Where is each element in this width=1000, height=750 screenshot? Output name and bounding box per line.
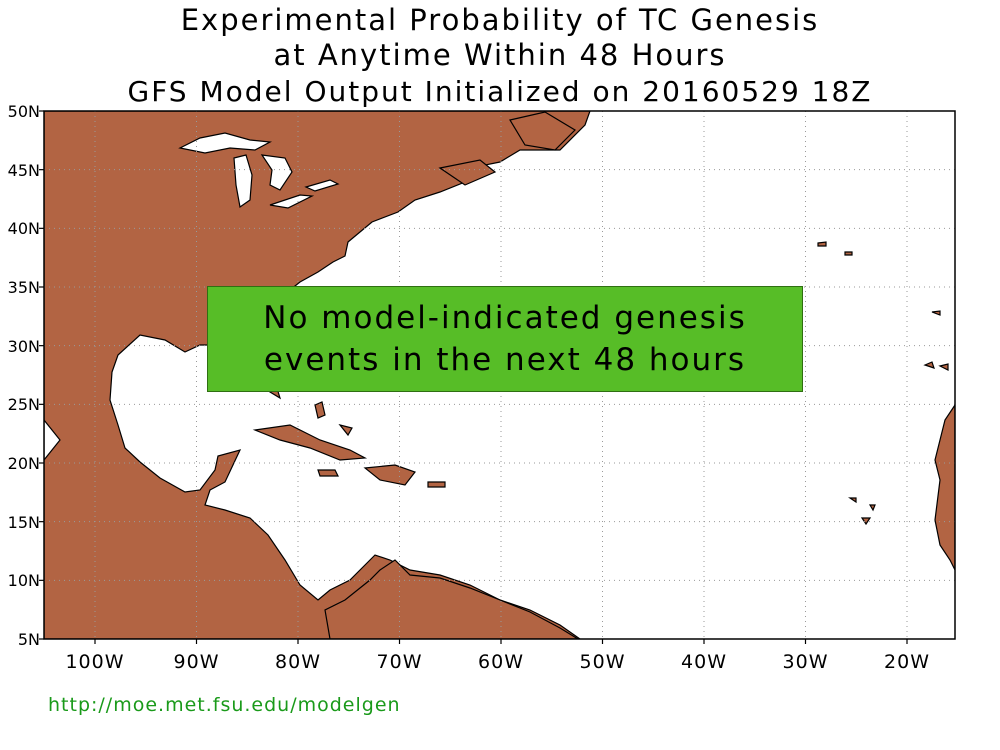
cape-verde (848, 497, 876, 526)
nova-scotia (438, 159, 497, 186)
chart-title-line-1: Experimental Probability of TC Genesis (180, 3, 820, 37)
lon-label: 20W (884, 651, 930, 673)
lat-label: 50N (7, 102, 40, 121)
puerto-rico (427, 481, 446, 488)
lon-label: 50W (579, 651, 626, 673)
lat-label: 5N (17, 630, 40, 649)
message-line-2: events in the next 48 hours (263, 342, 747, 378)
axis-ticks (39, 110, 908, 644)
lat-label: 25N (7, 395, 40, 415)
lake-michigan (233, 154, 253, 209)
lat-label: 45N (7, 160, 40, 180)
lon-label: 40W (681, 651, 727, 673)
chart-title-line-2: at Anytime Within 48 Hours (273, 38, 727, 72)
lake-ontario (304, 179, 340, 192)
madeira (931, 310, 941, 316)
lat-label: 40N (7, 219, 40, 239)
message-line-1: No model-indicated genesis (263, 300, 747, 336)
map-frame (43, 110, 956, 640)
lat-label: 35N (7, 278, 40, 297)
lon-label: 80W (275, 651, 321, 673)
lat-label: 30N (7, 336, 40, 356)
lake-huron (260, 154, 293, 191)
lon-label: 30W (782, 651, 829, 673)
lake-superior (178, 132, 273, 154)
jamaica (317, 469, 339, 477)
lat-label: 15N (7, 512, 40, 532)
source-url-link[interactable]: http://moe.met.fsu.edu/modelgen (48, 694, 401, 716)
lat-label: 10N (7, 571, 40, 591)
bahamas (314, 401, 353, 437)
south-america-landmass (324, 559, 580, 639)
newfoundland (509, 111, 576, 151)
chart-subtitle: GFS Model Output Initialized on 20160529… (127, 75, 873, 108)
land-masses (44, 111, 955, 639)
lon-label: 90W (173, 651, 220, 673)
lat-label: 20N (7, 454, 40, 473)
no-genesis-message-box: No model-indicated genesis events in the… (207, 286, 803, 392)
lon-label: 70W (376, 651, 423, 673)
africa-landmass (934, 403, 955, 571)
lon-label: 100W (65, 651, 125, 673)
hispaniola (363, 464, 416, 486)
lon-label: 60W (478, 651, 524, 673)
baja-gulf (44, 419, 61, 461)
canary-islands (923, 361, 949, 371)
azores (817, 241, 853, 256)
north-america-landmass (44, 111, 591, 639)
lake-erie (269, 194, 315, 209)
cuba (252, 424, 368, 461)
